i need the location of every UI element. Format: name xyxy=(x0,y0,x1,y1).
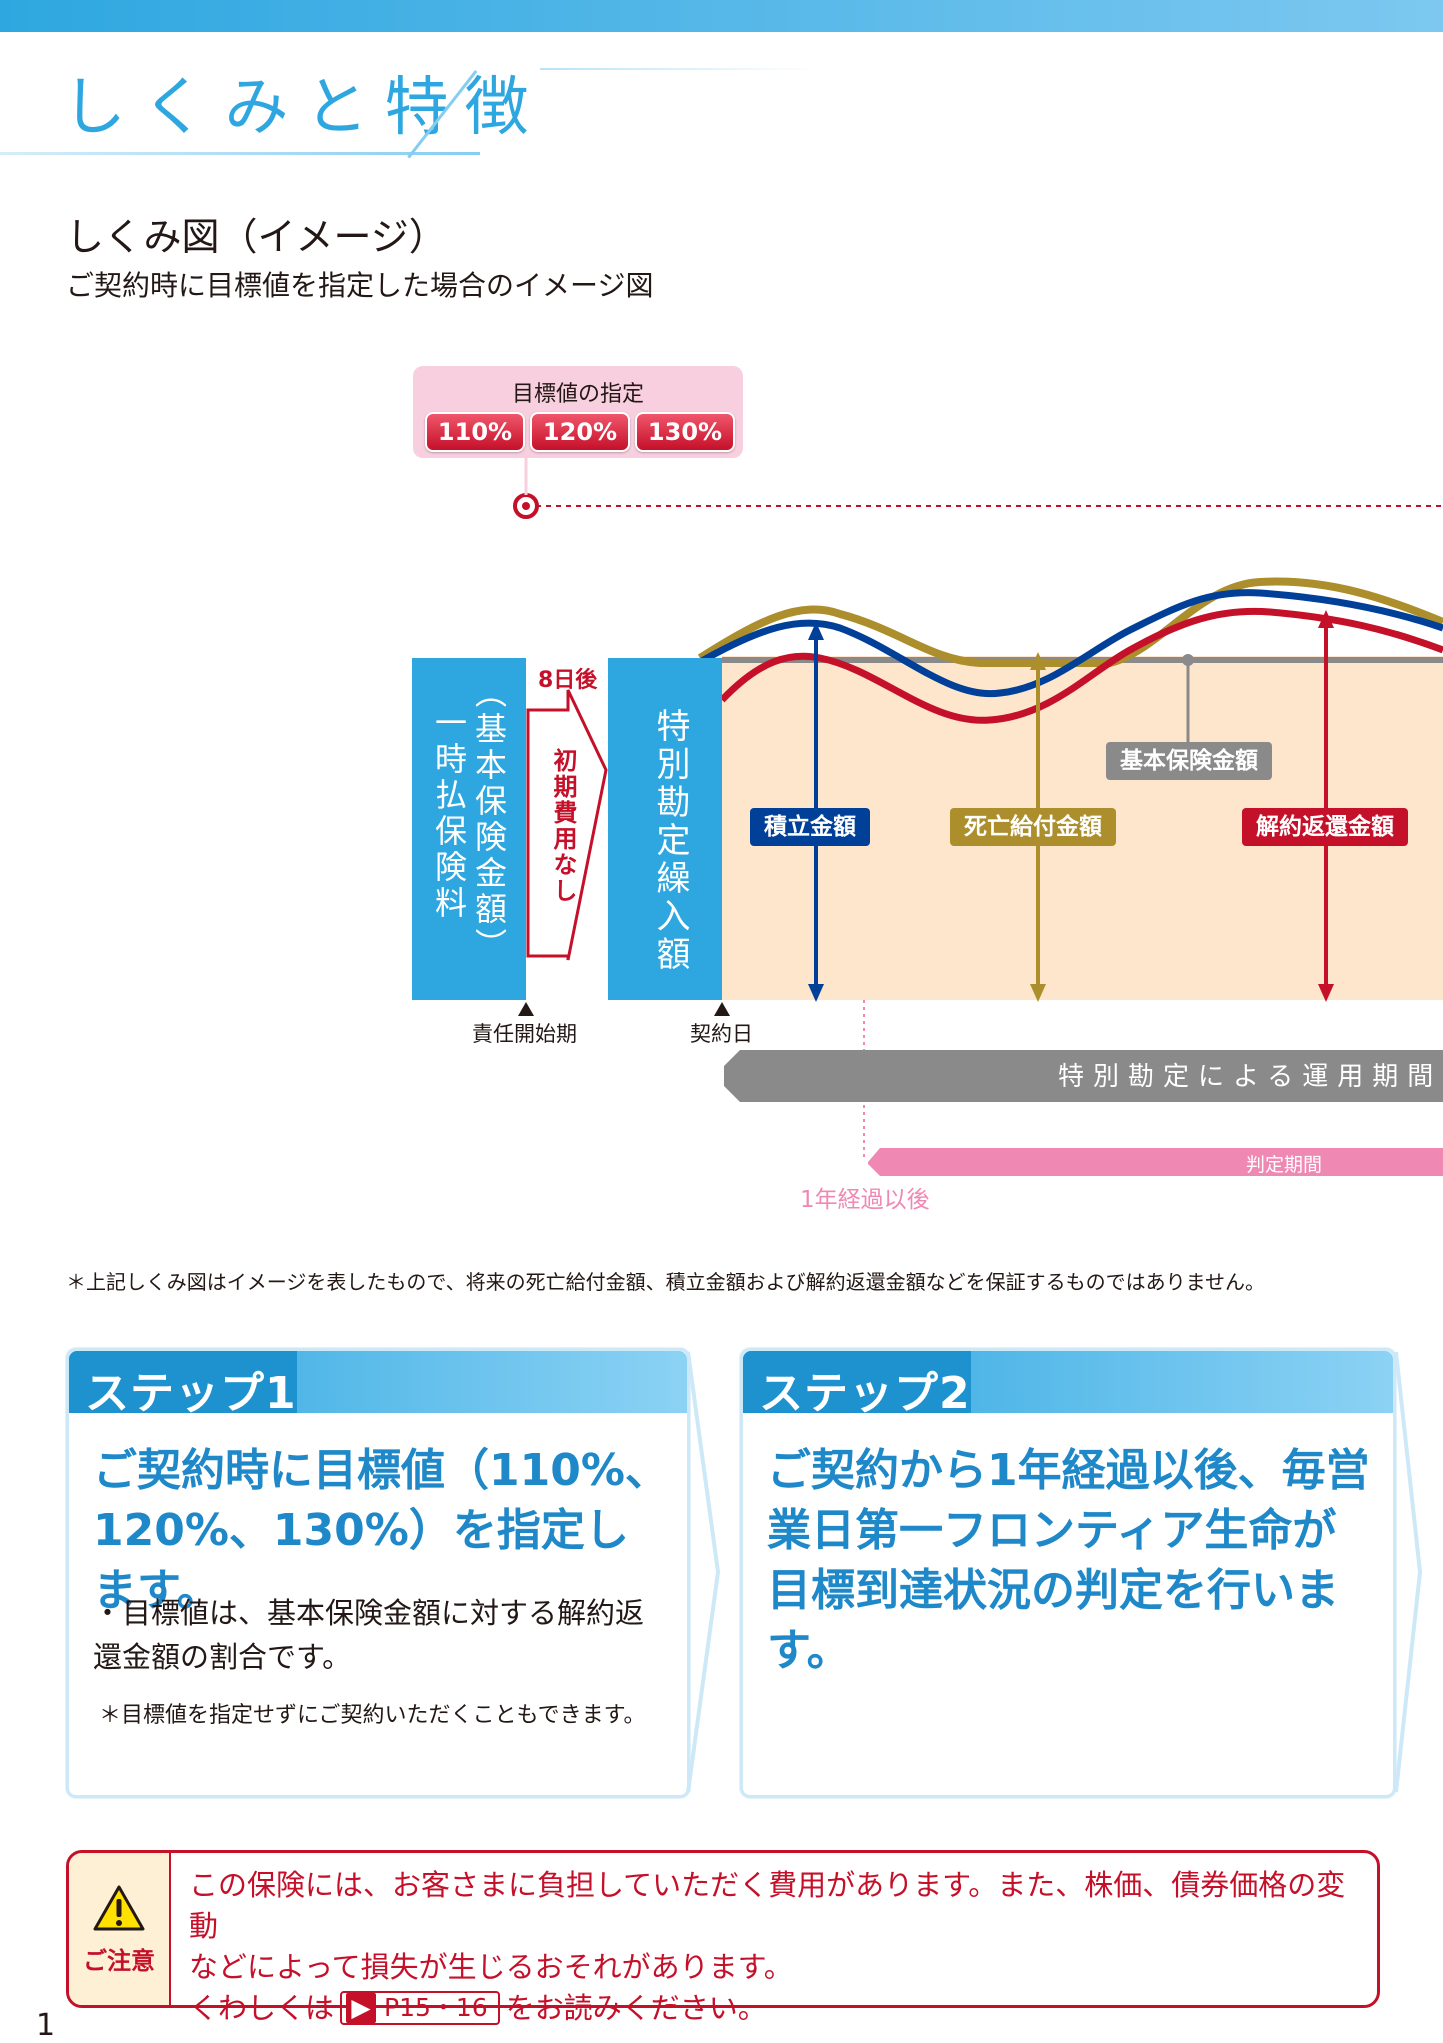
top-accent-bar xyxy=(0,0,1443,32)
diagram-disclaimer: ＊上記しくみ図はイメージを表したもので、将来の死亡給付金額、積立金額および解約返… xyxy=(66,1270,1265,1294)
mechanism-diagram: 目標値の指定 110% 120% 130% （基本保険金額） 一時払保険料 8日… xyxy=(0,360,1443,1213)
premium-box: （基本保険金額） 一時払保険料 xyxy=(412,658,526,1000)
step-1-main: ご契約時に目標値（110%、120%、130%）を指定します。 xyxy=(93,1445,669,1616)
target-option-120: 120% xyxy=(530,412,630,452)
contract-day-marker xyxy=(714,1002,730,1016)
header-underline xyxy=(0,152,480,155)
target-value-title: 目標値の指定 xyxy=(511,382,644,407)
surrender-arrow xyxy=(1318,610,1334,1002)
target-option-130: 130% xyxy=(635,412,735,452)
step-1-chevron xyxy=(686,1351,721,1793)
judgment-period-label: 判定期間 xyxy=(1246,1154,1323,1176)
surrender-curve xyxy=(719,607,1443,724)
accumulated-curve xyxy=(698,589,1443,698)
target-option-110: 110% xyxy=(425,412,525,452)
step-2-label: ステップ2 xyxy=(759,1368,971,1419)
premium-sub-label: （基本保険金額） xyxy=(470,676,508,964)
death-benefit-tag: 死亡給付金額 xyxy=(950,808,1116,846)
step-2-header: ステップ2 xyxy=(743,1351,1393,1419)
step-1-card: ステップ1 ご契約時に目標値（110%、120%、130%）を指定します。 ・目… xyxy=(66,1348,690,1798)
basic-amount-tag: 基本保険金額 xyxy=(1106,742,1272,780)
step-1-header: ステップ1 xyxy=(69,1351,687,1419)
page-number: 1 xyxy=(36,2008,56,2043)
section-title: しくみ図（イメージ） xyxy=(66,215,447,259)
caution-line-1: この保険には、お客さまに負担していただく費用があります。また、株価、債券価格の変… xyxy=(189,1868,1346,1943)
operation-period-bar xyxy=(724,1050,1443,1102)
liability-start-label: 責任開始期 xyxy=(472,1022,577,1046)
caution-label: ご注意 xyxy=(83,1947,155,1975)
caution-box: ご注意 この保険には、お客さまに負担していただく費用があります。また、株価、債券… xyxy=(66,1850,1380,2025)
one-year-label: 1年経過以後 xyxy=(800,1187,930,1213)
step-2-card: ステップ2 ご契約から1年経過以後、毎営業日第一フロンティア生命が目標到達状況の… xyxy=(740,1348,1396,1798)
step-2-chevron xyxy=(1394,1351,1423,1793)
premium-label: 一時払保険料 xyxy=(430,706,468,922)
caution-text: この保険には、お客さまに負担していただく費用があります。また、株価、債券価格の変… xyxy=(189,1865,1363,2029)
no-initial-cost-label: 初期費用なし xyxy=(549,748,577,904)
surrender-tag: 解約返還金額 xyxy=(1242,808,1408,846)
play-icon: ▶ xyxy=(346,1993,377,2023)
step-2-main: ご契約から1年経過以後、毎営業日第一フロンティア生命が目標到達状況の判定を行いま… xyxy=(767,1445,1370,1676)
section-caption: ご契約時に目標値を指定した場合のイメージ図 xyxy=(66,269,654,302)
judgment-period-bar xyxy=(868,1148,1443,1176)
special-account-box: 特別勘定繰入額 xyxy=(608,658,722,1000)
eight-days-label: 8日後 xyxy=(538,668,598,693)
caution-line-2: などによって損失が生じるおそれがあります。 xyxy=(189,1950,793,1984)
step-1-note: ＊目標値を指定せずにご契約いただくこともできます。 xyxy=(99,1703,646,1728)
step-1-bullet: ・目標値は、基本保険金額に対する解約返還金額の割合です。 xyxy=(93,1596,645,1674)
target-value-box: 目標値の指定 110% 120% 130% xyxy=(413,366,743,458)
page-title: しくみと特徴 xyxy=(62,71,545,145)
liability-start-marker xyxy=(518,1002,534,1016)
contract-day-label: 契約日 xyxy=(690,1022,753,1046)
special-account-label: 特別勘定繰入額 xyxy=(650,708,690,974)
accumulated-tag: 積立金額 xyxy=(750,808,870,846)
transfer-arrow xyxy=(526,689,608,961)
caution-label-area: ご注意 xyxy=(69,1853,171,2005)
caution-line-3: くわしくは ▶ P15・16 をお読みください。 xyxy=(189,1991,767,2025)
page-reference-link[interactable]: ▶ P15・16 xyxy=(340,1991,500,2025)
step-1-label: ステップ1 xyxy=(85,1368,297,1419)
operation-period-label: 特別勘定による運用期間 xyxy=(1058,1062,1443,1092)
warning-icon xyxy=(93,1885,145,1931)
header-decoration-line xyxy=(540,68,820,70)
